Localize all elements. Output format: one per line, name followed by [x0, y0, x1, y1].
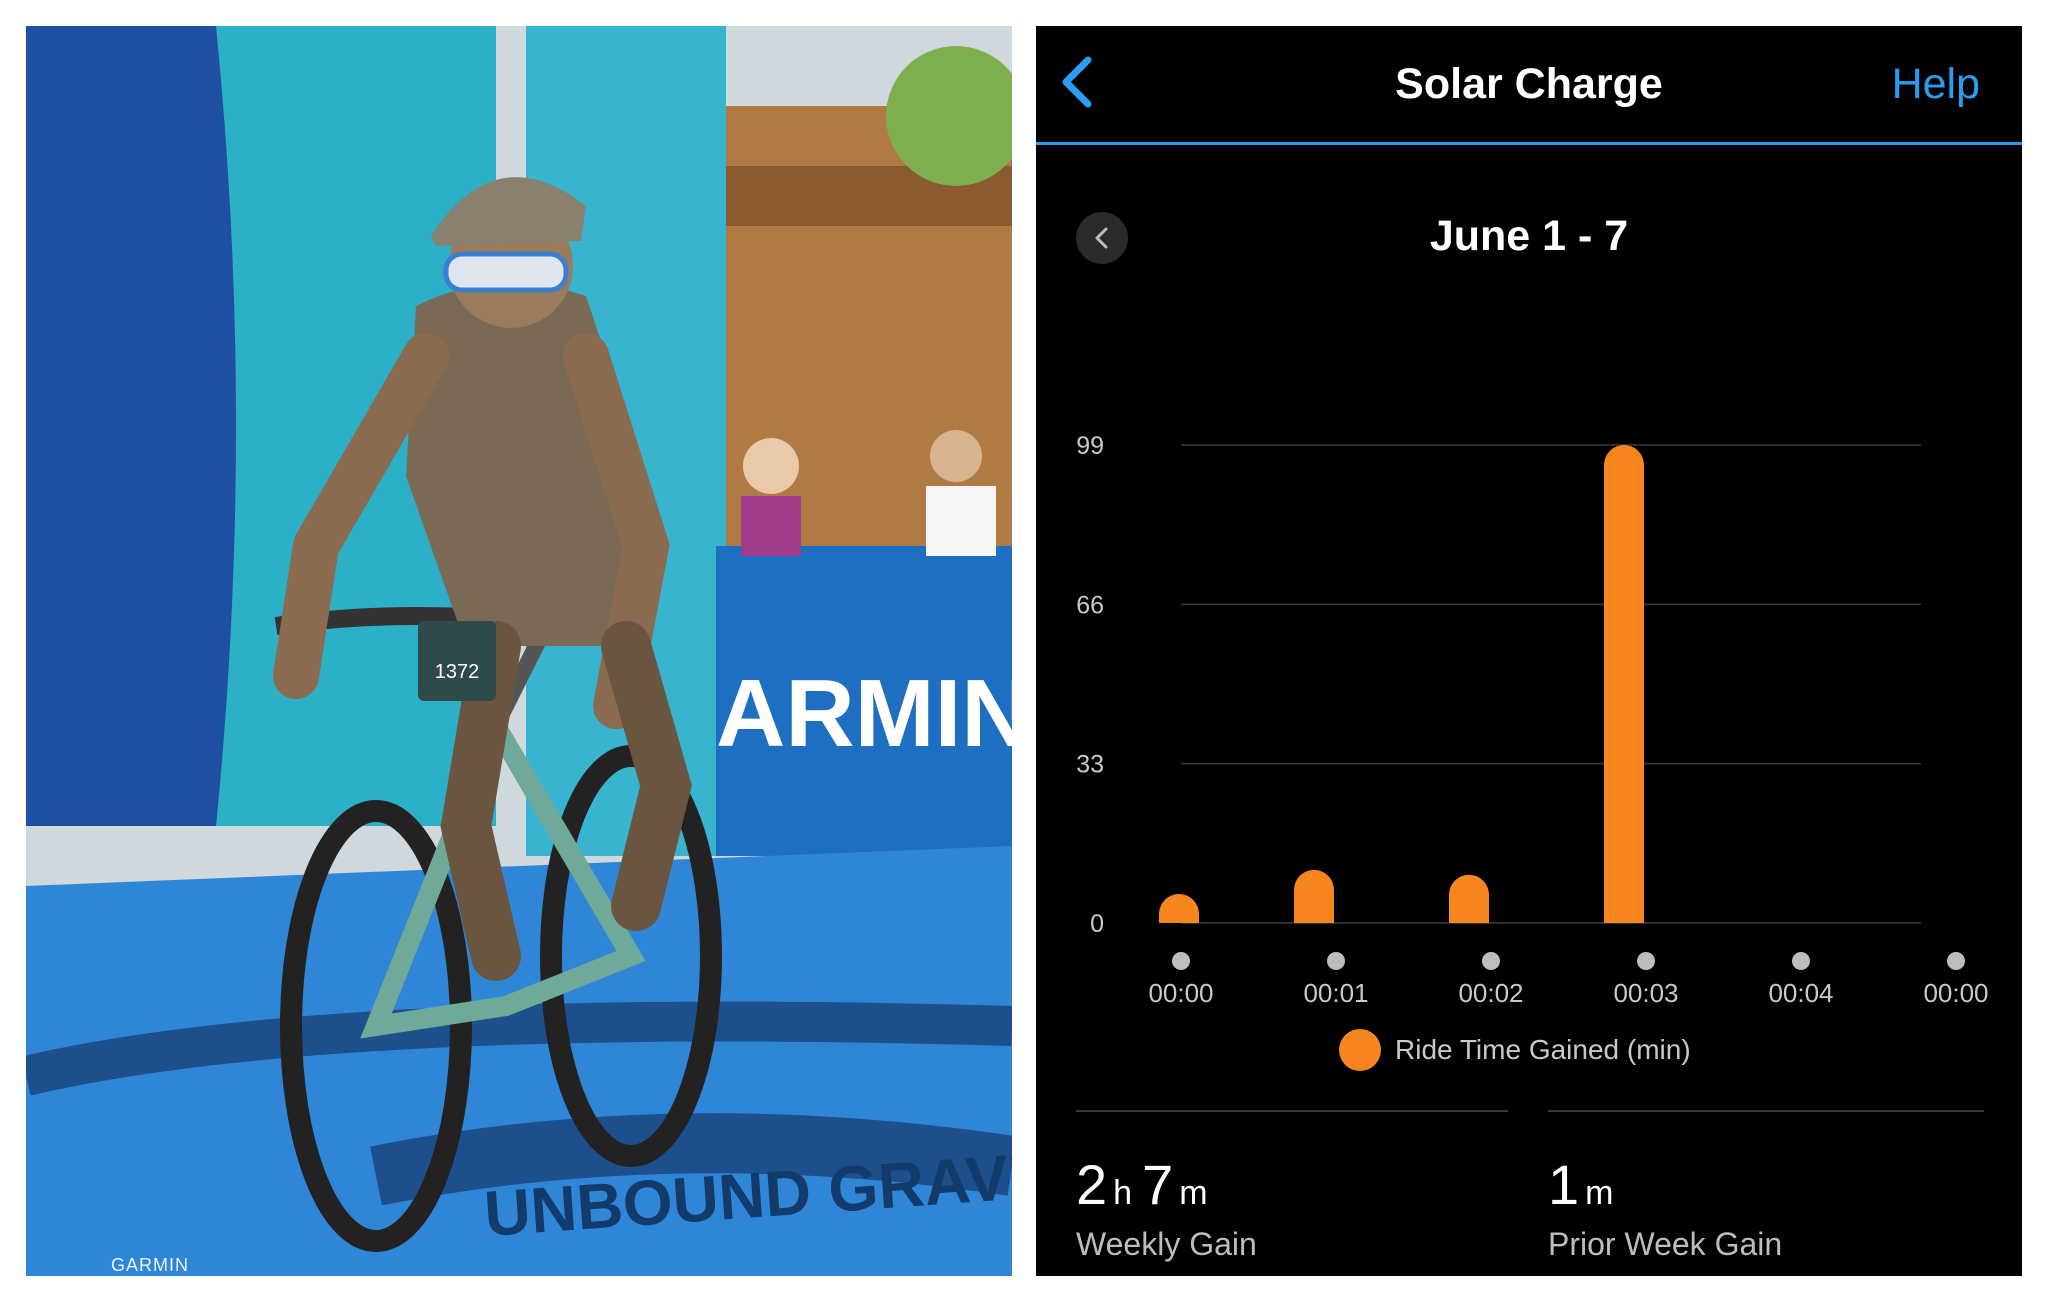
x-tick-dot: [1327, 952, 1345, 970]
x-tick-label: 00:00: [1148, 978, 1213, 1008]
prior-week-gain-minutes-unit: m: [1585, 1174, 1614, 1212]
banner-text: ARMIN: [716, 660, 1012, 767]
date-range-label: June 1 - 7: [1429, 212, 1629, 260]
cyclist-photo-illustration: ARMIN UNBOUND GRAVEL 1372: [26, 26, 1012, 1276]
weekly-gain-hours-unit: h: [1113, 1174, 1133, 1212]
weekly-gain-minutes: 7: [1142, 1153, 1174, 1216]
chart-bar: [1159, 894, 1199, 923]
weekly-gain-label: Weekly Gain: [1076, 1226, 1257, 1262]
stat-divider-weekly: [1076, 1110, 1508, 1112]
chart-bar: [1294, 869, 1334, 923]
x-tick-dot: [1792, 952, 1810, 970]
previous-range-button[interactable]: [1076, 212, 1128, 264]
x-tick-dot: [1947, 952, 1965, 970]
y-tick-label: 0: [1090, 910, 1104, 938]
prior-week-gain-label: Prior Week Gain: [1548, 1226, 1783, 1262]
legend-label: Ride Time Gained (min): [1395, 1034, 1691, 1065]
bib-number: 1372: [435, 661, 480, 683]
race-photo: ARMIN UNBOUND GRAVEL 1372 G: [26, 26, 1012, 1276]
x-tick-label: 00:02: [1458, 978, 1523, 1008]
x-tick-label: 00:00: [1923, 978, 1988, 1008]
x-tick-dot: [1482, 952, 1500, 970]
weekly-gain-hours: 2: [1076, 1153, 1108, 1216]
x-tick-label: 00:01: [1303, 978, 1368, 1008]
x-tick-label: 00:03: [1613, 978, 1678, 1008]
chevron-left-icon: [1062, 56, 1092, 108]
stat-divider-prior: [1548, 1110, 1984, 1112]
chevron-left-icon: [1095, 227, 1108, 249]
chart-legend: Ride Time Gained (min): [1339, 1028, 1691, 1072]
prior-week-gain-minutes: 1: [1548, 1153, 1580, 1216]
y-tick-label: 99: [1076, 432, 1104, 460]
y-tick-label: 33: [1076, 751, 1104, 779]
y-tick-label: 66: [1076, 591, 1104, 619]
chart-bar: [1449, 874, 1489, 923]
x-tick-dot: [1172, 952, 1190, 970]
x-tick-dot: [1637, 952, 1655, 970]
back-button[interactable]: [1056, 54, 1100, 110]
legend-swatch: [1339, 1029, 1381, 1071]
weekly-gain-minutes-unit: m: [1179, 1174, 1208, 1212]
photo-credit: GARMIN: [111, 1255, 189, 1275]
top-bar: Solar Charge Help: [1036, 26, 2022, 145]
solar-charge-screen: Solar Charge Help June 1 - 7 0 33 66 99 00:0…: [1036, 26, 2022, 1276]
chart-bar: [1604, 445, 1644, 923]
ride-time-chart: 0 33 66 99 00:00 00:01 00:02 00:03 00:04 00:00: [1076, 432, 1988, 1008]
page-title: Solar Charge: [1395, 60, 1663, 108]
help-link[interactable]: Help: [1891, 60, 1980, 108]
x-tick-label: 00:04: [1768, 978, 1833, 1008]
